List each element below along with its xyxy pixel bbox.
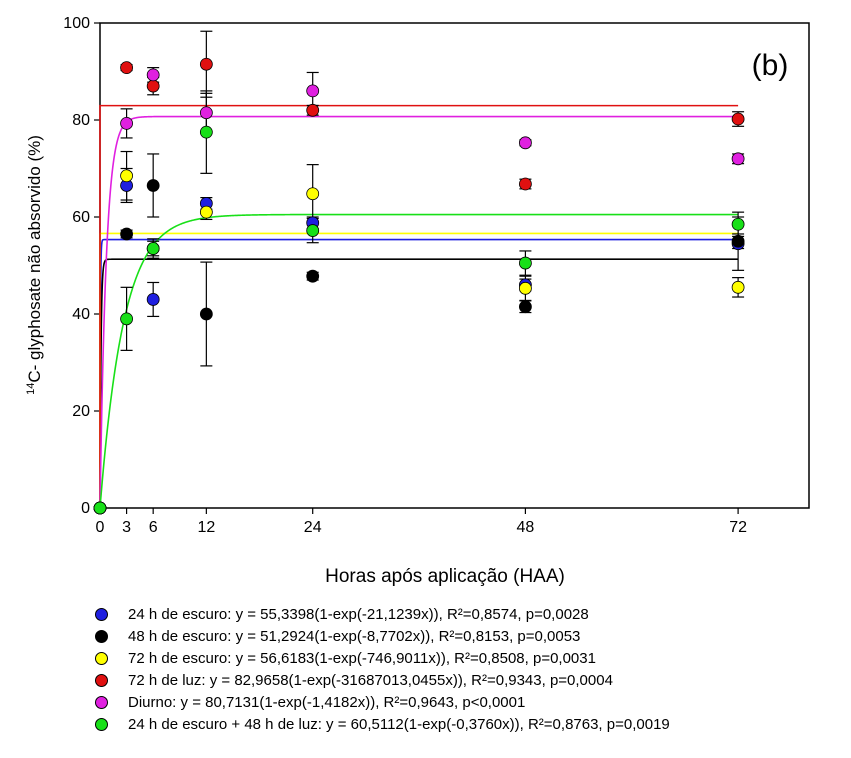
data-point	[120, 312, 133, 326]
x-axis-label: Horas após aplicação (HAA)	[325, 566, 565, 587]
x-tick-label: 12	[197, 519, 215, 536]
fit-curve	[99, 238, 739, 508]
legend-entry: 72 h de luz: y = 82,9658(1-exp(-31687013…	[95, 669, 845, 691]
y-axis-label: 14C- glyphosate não absorvido (%)	[25, 135, 44, 395]
x-tick-label: 0	[96, 519, 105, 536]
y-tick-label: 0	[81, 500, 90, 517]
data-point	[731, 280, 745, 294]
data-point	[519, 136, 532, 150]
data-point	[199, 106, 213, 120]
y-axis-label-superscript: 14	[25, 383, 37, 395]
data-point	[731, 112, 745, 126]
panel-label: (b)	[752, 49, 789, 82]
legend-marker	[95, 607, 108, 621]
y-tick-label: 40	[72, 306, 90, 323]
legend-entry: 48 h de escuro: y = 51,2924(1-exp(-8,770…	[95, 625, 845, 647]
data-point	[306, 187, 320, 201]
legend-label: 24 h de escuro + 48 h de luz: y = 60,511…	[128, 715, 670, 733]
x-tick-label: 6	[149, 519, 158, 536]
legend-label: 72 h de luz: y = 82,9658(1-exp(-31687013…	[128, 671, 613, 689]
fit-curves	[99, 104, 739, 509]
data-point	[519, 177, 532, 191]
legend-entry: 72 h de escuro: y = 56,6183(1-exp(-746,9…	[95, 647, 845, 669]
fit-curve	[99, 104, 739, 508]
data-point	[306, 224, 320, 237]
data-point	[731, 217, 745, 231]
x-tick-label: 24	[304, 519, 322, 536]
data-points	[93, 57, 745, 515]
data-point	[306, 103, 320, 117]
data-point	[519, 256, 532, 270]
legend-marker	[95, 651, 108, 665]
data-point	[120, 61, 133, 75]
error-bars	[120, 30, 745, 367]
legend-entry: Diurno: y = 80,7131(1-exp(-1,4182x)), R²…	[95, 691, 845, 713]
legend-label: Diurno: y = 80,7131(1-exp(-1,4182x)), R²…	[128, 693, 526, 711]
data-point	[519, 300, 532, 314]
legend-marker	[95, 629, 108, 643]
data-point	[199, 307, 213, 321]
x-tick-label: 3	[122, 519, 131, 536]
data-point	[146, 68, 160, 82]
data-point	[146, 179, 160, 192]
data-point	[306, 269, 320, 283]
fit-curve	[99, 232, 739, 508]
y-tick-label: 100	[63, 15, 90, 32]
data-point	[120, 227, 133, 241]
legend-entry: 24 h de escuro: y = 55,3398(1-exp(-21,12…	[95, 603, 845, 625]
data-point	[146, 242, 160, 255]
legend: 24 h de escuro: y = 55,3398(1-exp(-21,12…	[95, 603, 845, 735]
legend-entry: 24 h de escuro + 48 h de luz: y = 60,511…	[95, 713, 845, 735]
legend-label: 72 h de escuro: y = 56,6183(1-exp(-746,9…	[128, 649, 596, 667]
fit-curve	[99, 213, 739, 509]
y-tick-label: 20	[72, 403, 90, 420]
data-point	[731, 152, 745, 166]
data-point	[146, 79, 160, 93]
data-point	[146, 293, 160, 306]
fit-curve	[99, 115, 739, 508]
data-point	[120, 116, 133, 130]
legend-marker	[95, 717, 108, 731]
legend-marker	[95, 695, 108, 709]
data-point	[199, 125, 213, 139]
y-tick-label: 80	[72, 112, 90, 129]
data-point	[93, 501, 107, 515]
data-point	[306, 84, 320, 98]
data-point	[199, 205, 213, 219]
x-tick-label: 48	[517, 519, 535, 536]
y-axis-label-main: C- glyphosate não absorvido (%)	[25, 135, 44, 383]
legend-label: 24 h de escuro: y = 55,3398(1-exp(-21,12…	[128, 605, 589, 623]
data-point	[731, 234, 745, 248]
data-point	[120, 169, 133, 183]
y-tick-label: 60	[72, 209, 90, 226]
x-tick-label: 72	[729, 519, 747, 536]
data-point	[199, 57, 213, 71]
legend-marker	[95, 673, 108, 687]
data-point	[519, 281, 532, 295]
legend-label: 48 h de escuro: y = 51,2924(1-exp(-8,770…	[128, 627, 581, 645]
fit-curve	[99, 258, 739, 508]
